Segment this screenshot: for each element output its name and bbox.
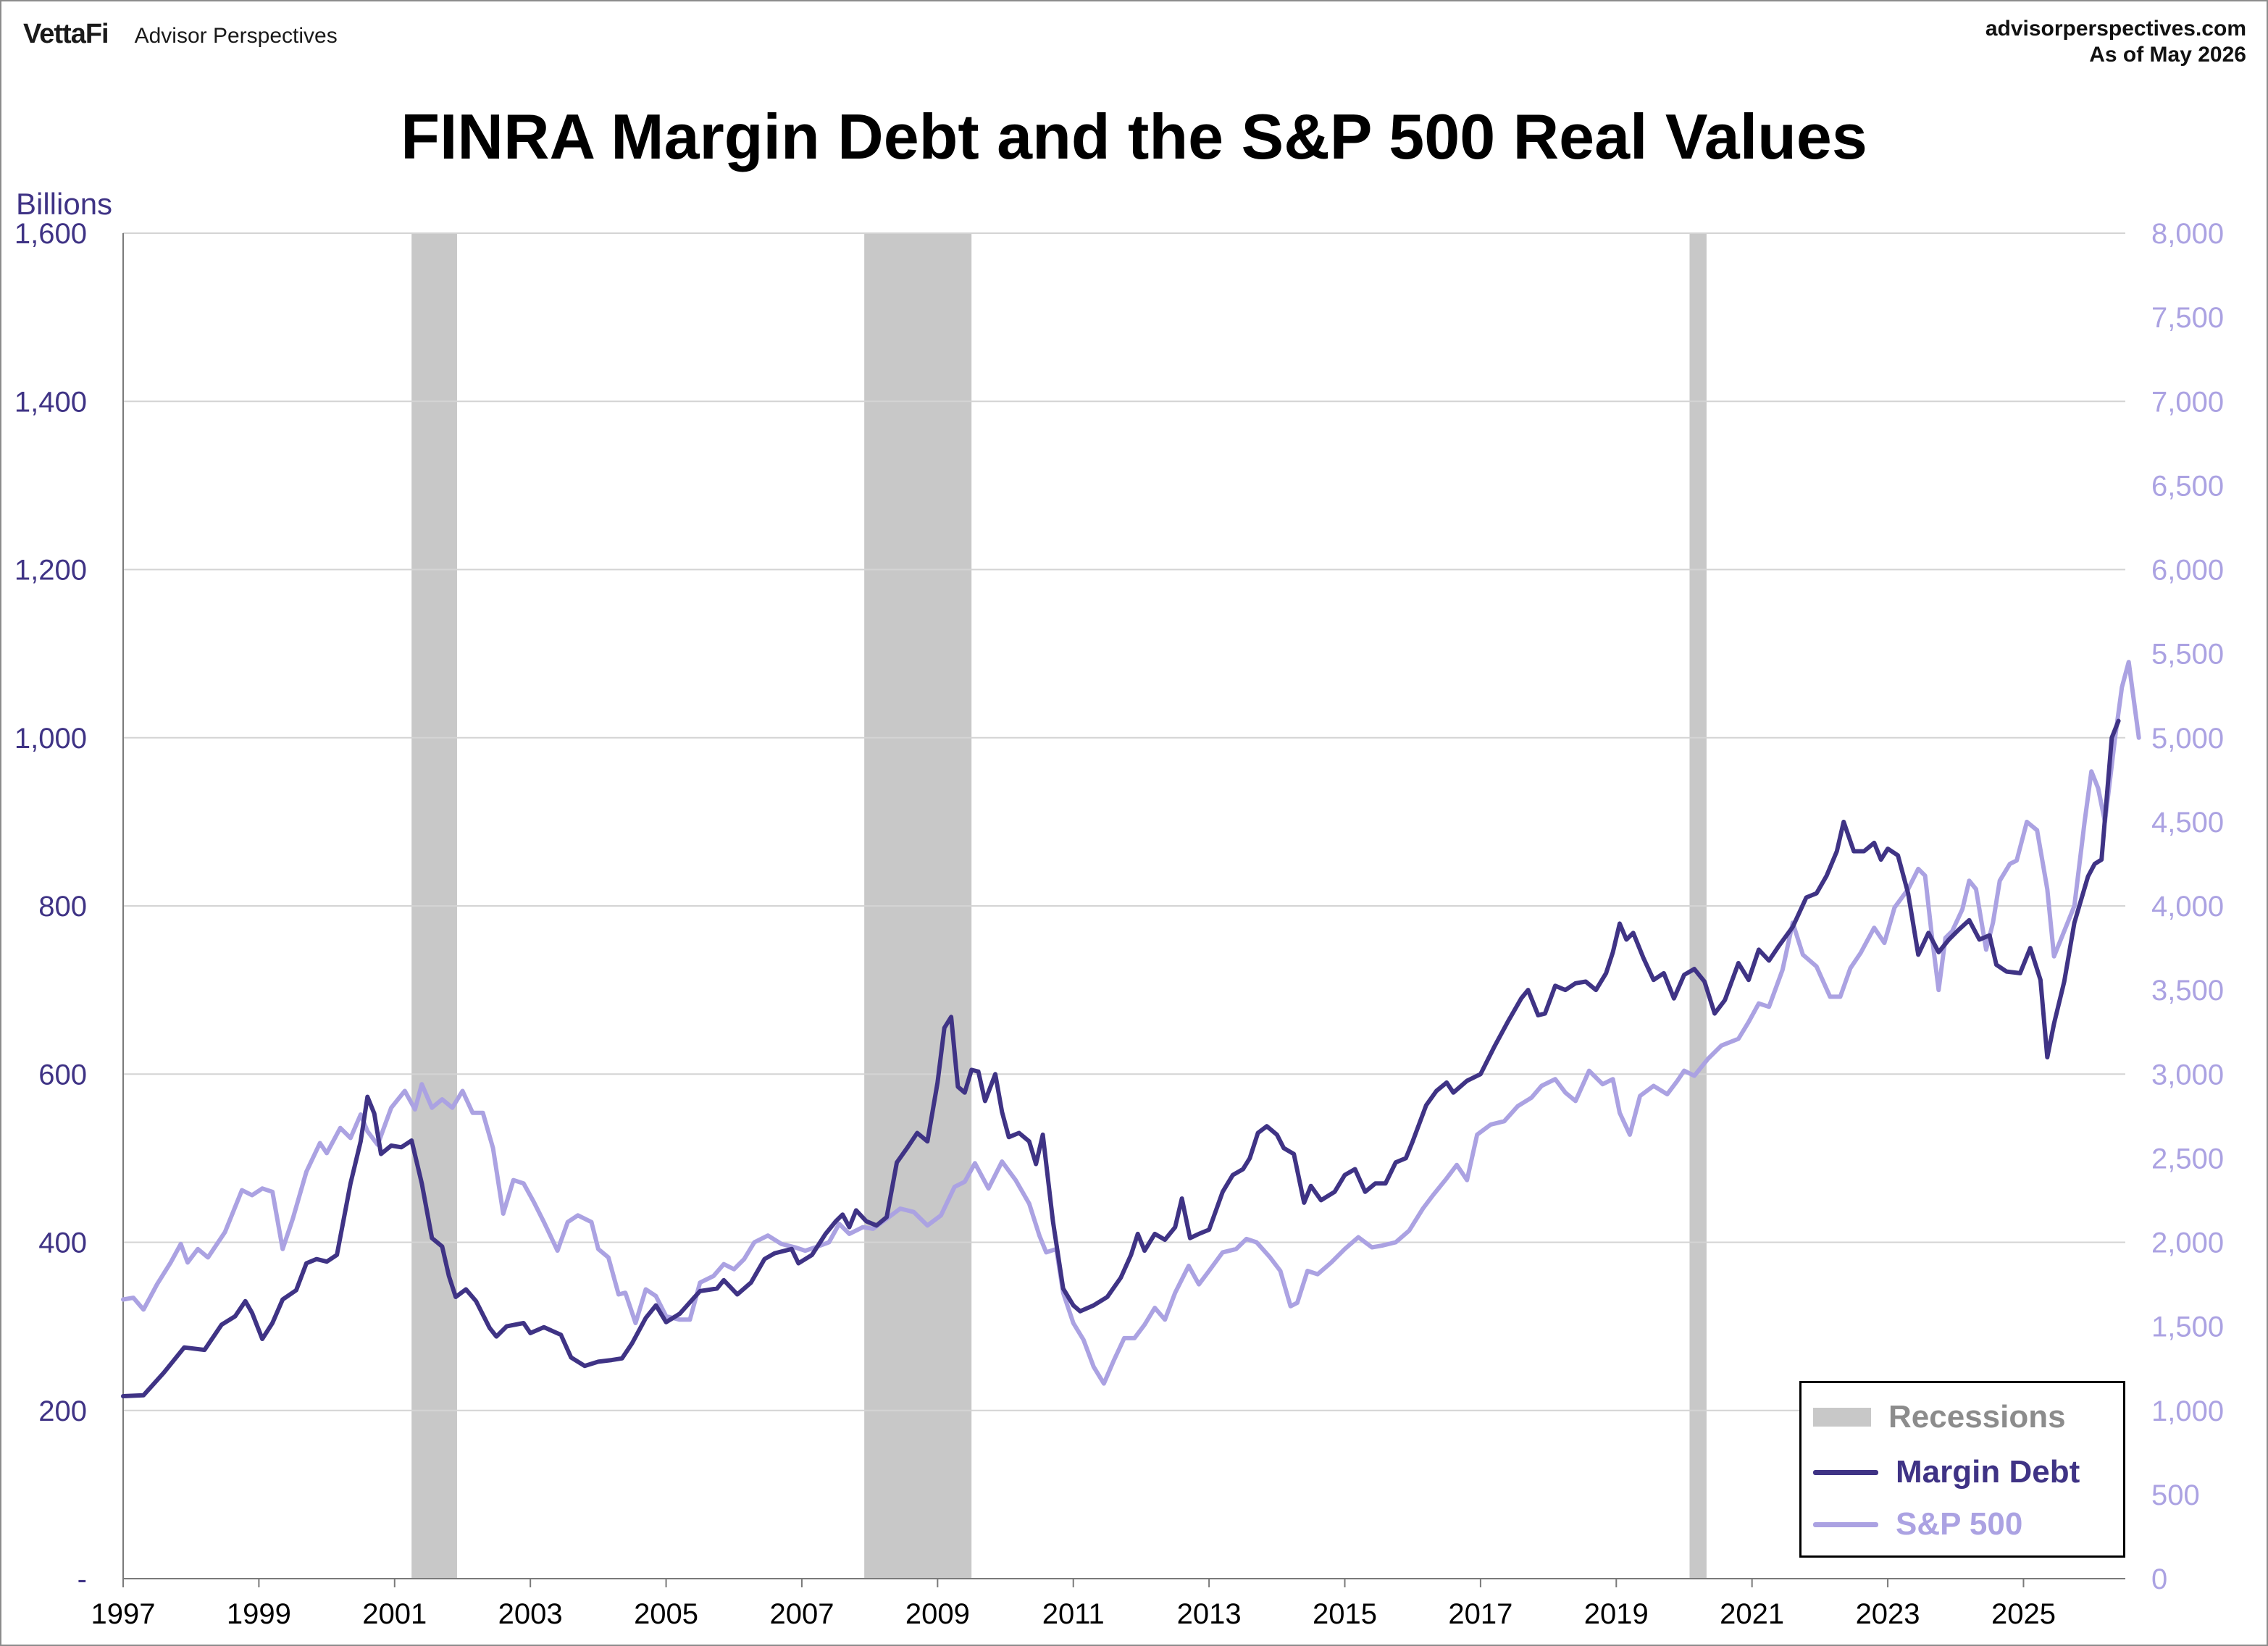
x-tick-label: 2009 [905,1598,970,1630]
y-right-tick-label: 2,500 [2151,1143,2224,1175]
x-tick-label: 2005 [634,1598,698,1630]
x-tick-label: 2003 [498,1598,563,1630]
chart-legend: Recessions Margin Debt S&P 500 [1799,1381,2125,1558]
x-tick-label: 1997 [91,1598,156,1630]
y-right-tick-label: 1,000 [2151,1395,2224,1427]
y-right-tick-label: 6,000 [2151,555,2224,587]
series-line-sp500 [121,660,2141,1386]
legend-swatch-sp500 [1813,1521,1878,1527]
y-right-tick-label: 6,500 [2151,470,2224,502]
y-right-tick-label: 2,000 [2151,1227,2224,1259]
legend-swatch-margin-debt [1813,1469,1878,1475]
brand-header: VettaFi Advisor Perspectives [23,19,338,50]
y-right-tick-label: 0 [2151,1563,2167,1595]
y-right-tick-label: 7,000 [2151,386,2224,418]
x-tick-label: 1999 [227,1598,291,1630]
y-left-tick-label: 200 [38,1395,87,1427]
y-right-tick-label: 4,500 [2151,807,2224,839]
y-left-tick-label: 600 [38,1059,87,1091]
y-left-tick-label: 1,600 [14,218,87,250]
y-right-tick-label: 5,000 [2151,723,2224,755]
y-left-tick-label: 400 [38,1227,87,1259]
legend-label-recessions: Recessions [1888,1399,2066,1435]
y-right-tick-label: 3,500 [2151,975,2224,1007]
brand-subtitle: Advisor Perspectives [134,24,338,48]
source-url: advisorperspectives.com [1985,17,2246,41]
y-right-tick-label: 4,000 [2151,891,2224,923]
x-tick-label: 2023 [1856,1598,1920,1630]
y-right-tick-label: 5,500 [2151,639,2224,671]
y-right-tick-label: 500 [2151,1479,2200,1511]
legend-swatch-recessions [1813,1408,1871,1427]
y-left-axis-label: Billions [16,187,112,221]
x-tick-label: 2019 [1584,1598,1649,1630]
legend-label-margin-debt: Margin Debt [1896,1454,2080,1490]
x-tick-label: 2007 [769,1598,834,1630]
legend-label-sp500: S&P 500 [1896,1506,2023,1542]
x-tick-label: 2013 [1177,1598,1242,1630]
legend-item-recessions: Recessions [1813,1399,2066,1435]
y-left-tick-label: 1,200 [14,555,87,587]
x-tick-label: 2015 [1313,1598,1377,1630]
x-tick-label: 2001 [362,1598,427,1630]
as-of-date: As of May 2026 [2089,43,2246,67]
x-tick-label: 2025 [1991,1598,2056,1630]
legend-item-margin-debt: Margin Debt [1813,1454,2080,1490]
x-tick-label: 2011 [1042,1598,1105,1630]
y-left-tick-label: 1,000 [14,723,87,755]
legend-item-sp500: S&P 500 [1813,1506,2022,1542]
x-tick-label: 2017 [1448,1598,1512,1630]
y-right-tick-label: 1,500 [2151,1311,2224,1343]
series-line-margin-debt [121,718,2121,1398]
y-right-tick-label: 7,500 [2151,302,2224,334]
y-right-tick-label: 3,000 [2151,1059,2224,1091]
x-tick-label: 2021 [1720,1598,1784,1630]
y-left-tick-label: 800 [38,891,87,923]
vettafi-logo: VettaFi [23,19,109,49]
source-note: advisorperspectives.com As of May 2026 [1985,16,2246,68]
y-left-tick-label: - [78,1563,87,1595]
y-left-tick-label: 1,400 [14,386,87,418]
chart-title: FINRA Margin Debt and the S&P 500 Real V… [401,101,1867,172]
y-right-tick-label: 8,000 [2151,218,2224,250]
